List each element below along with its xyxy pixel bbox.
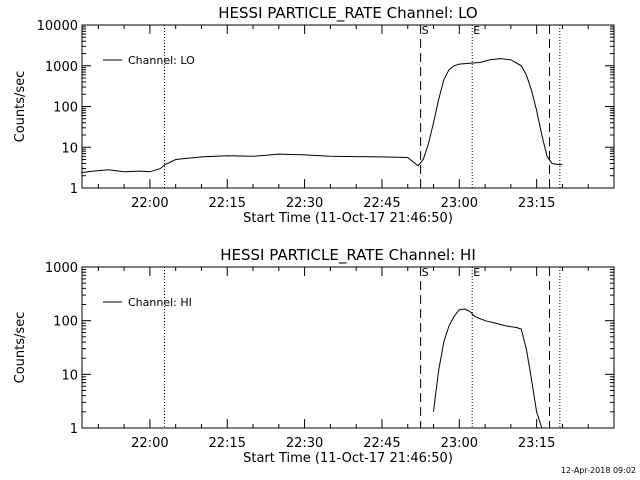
start-marker-label: S xyxy=(422,24,429,37)
y-tick-label: 1000 xyxy=(45,261,78,276)
x-tick-label: 22:45 xyxy=(363,196,400,211)
y-axis-label: Counts/sec xyxy=(13,71,28,143)
y-tick-label: 10 xyxy=(61,141,78,156)
chart-title: HESSI PARTICLE_RATE Channel: HI xyxy=(220,246,476,265)
y-tick-label: 100 xyxy=(53,101,78,116)
plot-frame xyxy=(81,266,615,429)
y-tick-label: 1 xyxy=(70,422,78,437)
legend-entry: Channel: LO xyxy=(128,54,195,67)
x-tick-label: 23:15 xyxy=(518,436,555,451)
y-tick-label: 100 xyxy=(53,315,78,330)
x-tick-label: 22:30 xyxy=(286,436,323,451)
x-tick-label: 23:00 xyxy=(441,196,478,211)
x-tick-label: 22:30 xyxy=(286,196,323,211)
x-tick-label: 23:15 xyxy=(518,196,555,211)
y-tick-label: 10000 xyxy=(37,19,78,34)
series-line xyxy=(433,308,543,429)
x-tick-label: 22:45 xyxy=(363,436,400,451)
x-axis-label: Start Time (11-Oct-17 21:46:50) xyxy=(243,211,453,226)
end-marker-label: E xyxy=(473,266,480,279)
x-tick-label: 22:00 xyxy=(131,436,168,451)
x-tick-label: 23:00 xyxy=(441,436,478,451)
plot-frame xyxy=(81,24,615,189)
chart-title: HESSI PARTICLE_RATE Channel: LO xyxy=(218,4,477,23)
y-tick-label: 10 xyxy=(61,368,78,383)
footer-timestamp: 12-Apr-2018 09:02 xyxy=(561,466,636,475)
x-axis-label: Start Time (11-Oct-17 21:46:50) xyxy=(243,451,453,466)
end-marker-label: E xyxy=(473,24,480,37)
x-tick-label: 22:15 xyxy=(209,196,246,211)
series-line xyxy=(81,58,563,173)
y-tick-label: 1 xyxy=(70,182,78,197)
y-axis-label: Counts/sec xyxy=(13,312,28,384)
start-marker-label: S xyxy=(422,266,429,279)
x-tick-label: 22:00 xyxy=(131,196,168,211)
legend-entry: Channel: HI xyxy=(128,296,192,309)
y-tick-label: 1000 xyxy=(45,60,78,75)
lo-channel-panel: HESSI PARTICLE_RATE Channel: LO 22:00 22:1… xyxy=(13,4,615,226)
x-tick-label: 22:15 xyxy=(209,436,246,451)
hi-channel-panel: HESSI PARTICLE_RATE Channel: HI 22:00 22:1… xyxy=(13,246,615,466)
